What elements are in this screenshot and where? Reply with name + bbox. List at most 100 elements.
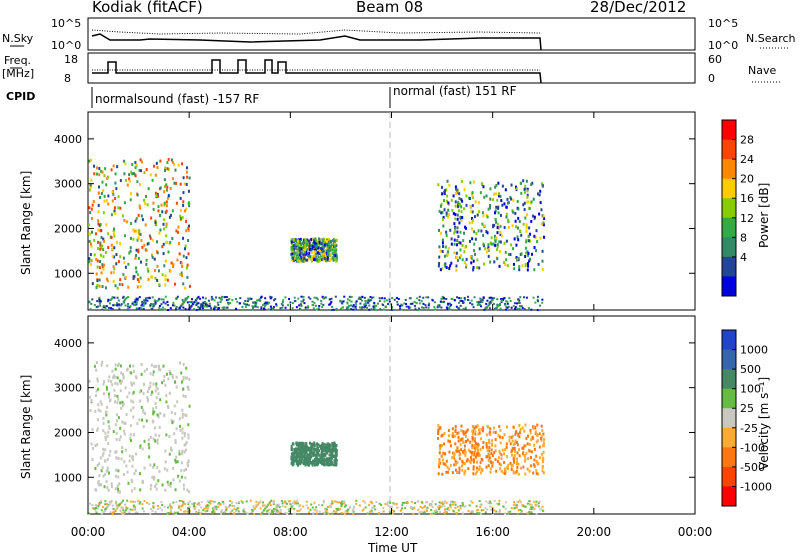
echo-cell-0-2-227 bbox=[445, 213, 448, 217]
echo-cell-0-0-415 bbox=[124, 265, 127, 269]
echo-cell-1-1-74 bbox=[308, 453, 311, 457]
echo-cell-1-3-467 bbox=[496, 502, 499, 505]
echo-cell-1-0-178 bbox=[115, 450, 118, 454]
echo-cell-1-1-373 bbox=[311, 462, 314, 466]
echo-cell-0-3-577 bbox=[160, 303, 163, 306]
echo-cell-0-0-374 bbox=[99, 241, 102, 245]
echo-cell-1-3-159 bbox=[175, 511, 178, 514]
echo-cell-0-2-200 bbox=[495, 192, 498, 196]
echo-cell-1-3-686 bbox=[294, 501, 297, 504]
echo-cell-1-0-127 bbox=[97, 418, 100, 422]
echo-cell-1-3-39 bbox=[95, 506, 98, 509]
echo-cell-0-0-52 bbox=[132, 237, 135, 241]
echo-cell-0-3-361 bbox=[379, 307, 382, 310]
echo-cell-1-2-205 bbox=[454, 468, 457, 472]
echo-cell-1-3-390 bbox=[265, 505, 268, 508]
echo-cell-0-1-172 bbox=[335, 259, 338, 263]
echo-cell-0-2-285 bbox=[512, 247, 515, 251]
echo-cell-0-3-590 bbox=[199, 306, 202, 309]
echo-cell-0-0-211 bbox=[176, 258, 179, 262]
x-tick-label-1: 04:00 bbox=[172, 525, 207, 539]
echo-cell-1-3-227 bbox=[233, 504, 236, 507]
echo-cell-1-3-259 bbox=[386, 503, 389, 506]
echo-cell-0-0-349 bbox=[113, 227, 116, 231]
echo-cell-0-3-337 bbox=[352, 305, 355, 308]
echo-cell-1-2-383 bbox=[509, 442, 512, 446]
echo-cell-1-2-13 bbox=[464, 434, 467, 438]
echo-cell-1-3-346 bbox=[179, 508, 182, 511]
echo-cell-1-0-355 bbox=[107, 420, 110, 424]
echo-cell-0-3-234 bbox=[505, 305, 508, 308]
echo-cell-1-1-315 bbox=[326, 463, 329, 467]
echo-cell-0-0-17 bbox=[154, 269, 157, 273]
echo-cell-0-3-540 bbox=[536, 309, 539, 312]
echo-cell-0-3-306 bbox=[204, 297, 207, 300]
echo-cell-0-2-336 bbox=[512, 210, 515, 214]
echo-cell-0-2-269 bbox=[472, 266, 475, 270]
echo-cell-1-2-54 bbox=[471, 443, 474, 447]
echo-cell-0-3-96 bbox=[341, 306, 344, 309]
echo-cell-0-0-74 bbox=[96, 265, 99, 269]
echo-cell-1-1-264 bbox=[315, 452, 318, 456]
echo-cell-1-0-235 bbox=[123, 460, 126, 464]
echo-cell-1-1-176 bbox=[308, 441, 311, 445]
echo-cell-1-3-584 bbox=[410, 500, 413, 503]
echo-cell-1-0-76 bbox=[101, 453, 104, 457]
echo-cell-1-3-382 bbox=[484, 511, 487, 514]
echo-cell-0-2-26 bbox=[453, 242, 456, 246]
echo-cell-1-0-40 bbox=[152, 407, 155, 411]
echo-cell-0-2-346 bbox=[507, 225, 510, 229]
echo-cell-1-0-283 bbox=[157, 392, 160, 396]
echo-cell-1-3-491 bbox=[370, 509, 373, 512]
echo-cell-1-1-291 bbox=[290, 452, 293, 456]
echo-cell-1-3-462 bbox=[268, 501, 271, 504]
echo-cell-1-0-102 bbox=[174, 441, 177, 445]
echo-cell-1-2-263 bbox=[443, 462, 446, 466]
echo-cell-1-2-395 bbox=[512, 471, 515, 475]
echo-cell-0-1-224 bbox=[290, 242, 293, 246]
echo-cell-0-0-205 bbox=[179, 214, 182, 218]
echo-cell-1-3-286 bbox=[430, 508, 433, 511]
echo-cell-0-0-375 bbox=[96, 279, 99, 283]
echo-cell-1-2-399 bbox=[482, 440, 485, 444]
echo-cell-0-0-384 bbox=[186, 175, 189, 179]
echo-cell-0-2-186 bbox=[459, 202, 462, 206]
echo-cell-1-1-46 bbox=[316, 444, 319, 448]
echo-cell-1-0-181 bbox=[148, 455, 151, 459]
echo-cell-0-1-306 bbox=[333, 244, 336, 248]
echo-cell-0-0-40 bbox=[137, 279, 140, 283]
echo-cell-0-3-280 bbox=[247, 304, 250, 307]
echo-cell-1-2-84 bbox=[476, 460, 479, 464]
echo-cell-1-1-398 bbox=[324, 449, 327, 453]
echo-cell-1-0-381 bbox=[125, 412, 128, 416]
echo-cell-1-3-326 bbox=[128, 511, 131, 514]
echo-cell-0-2-266 bbox=[526, 187, 529, 191]
echo-cell-0-1-296 bbox=[291, 258, 294, 262]
echo-cell-1-0-378 bbox=[132, 400, 135, 404]
echo-cell-1-0-39 bbox=[105, 480, 108, 484]
echo-cell-1-3-419 bbox=[291, 502, 294, 505]
echo-cell-1-2-415 bbox=[498, 425, 501, 429]
echo-cell-0-1-262 bbox=[333, 241, 336, 245]
echo-cell-1-3-17 bbox=[401, 501, 404, 504]
echo-cell-1-0-342 bbox=[98, 462, 101, 466]
echo-cell-1-3-587 bbox=[172, 501, 175, 504]
echo-cell-0-3-116 bbox=[199, 297, 202, 300]
echo-cell-1-1-208 bbox=[309, 460, 312, 464]
echo-cell-1-2-170 bbox=[511, 446, 514, 450]
echo-cell-1-3-436 bbox=[430, 503, 433, 506]
echo-cell-0-2-268 bbox=[470, 209, 473, 213]
echo-cell-0-2-101 bbox=[524, 191, 527, 195]
echo-cell-1-0-148 bbox=[102, 416, 105, 420]
echo-cell-0-0-278 bbox=[165, 204, 168, 208]
echo-cell-0-3-367 bbox=[518, 307, 521, 310]
echo-cell-1-0-139 bbox=[156, 466, 159, 470]
echo-cell-0-3-46 bbox=[446, 303, 449, 306]
echo-cell-0-0-274 bbox=[169, 186, 172, 190]
echo-cell-1-3-638 bbox=[242, 509, 245, 512]
echo-cell-0-0-314 bbox=[166, 185, 169, 189]
echo-cell-1-3-347 bbox=[213, 508, 216, 511]
echo-cell-0-0-319 bbox=[101, 170, 104, 174]
echo-cell-1-2-145 bbox=[469, 440, 472, 444]
echo-cell-0-3-22 bbox=[193, 308, 196, 311]
